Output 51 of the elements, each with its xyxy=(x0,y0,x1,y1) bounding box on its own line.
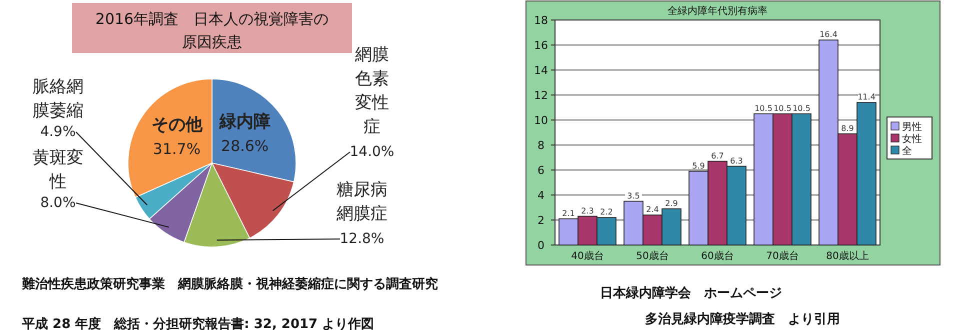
y-tick-label: 8 xyxy=(538,139,544,152)
data-label: 2.3 xyxy=(581,206,594,216)
slice-label: 黄斑変性 xyxy=(32,148,84,192)
data-label: 28.6% xyxy=(221,136,269,155)
slice-label: その他 xyxy=(151,115,204,136)
data-label: 5.9 xyxy=(692,161,705,170)
data-label: 16.4 xyxy=(820,30,838,39)
data-label: 11.4 xyxy=(858,92,876,102)
y-tick-label: 2 xyxy=(538,214,544,227)
data-label: 2.4 xyxy=(646,205,659,214)
data-label: 14.0% xyxy=(350,144,394,160)
legend-label: 女性 xyxy=(902,133,922,145)
data-label: 8.0% xyxy=(40,195,76,211)
slice-label: 糖尿病網膜症 xyxy=(336,180,388,224)
y-tick-label: 12 xyxy=(534,89,548,102)
x-tick-label: 50歳台 xyxy=(636,250,669,262)
legend-label: 全 xyxy=(902,145,912,157)
y-tick-label: 4 xyxy=(538,189,544,202)
slice-label: 網膜色素変性症 xyxy=(354,45,389,137)
slice-label: 緑内障 xyxy=(218,112,270,132)
text: 多治見緑内障疫学調査 より引用 xyxy=(645,311,840,327)
data-label: 31.7% xyxy=(152,140,201,158)
x-tick-label: 60歳台 xyxy=(701,250,734,262)
data-label: 2.1 xyxy=(562,208,575,218)
data-label: 10.5 xyxy=(792,104,810,113)
data-label: 10.5 xyxy=(774,104,792,113)
x-tick-label: 70歳台 xyxy=(766,250,799,262)
data-label: 2.9 xyxy=(665,198,678,208)
data-label: 6.3 xyxy=(730,156,743,166)
y-tick-label: 14 xyxy=(534,64,548,77)
y-tick-label: 0 xyxy=(538,239,544,252)
data-label: 3.5 xyxy=(627,191,640,200)
x-tick-label: 80歳以上 xyxy=(826,250,869,262)
data-label: 4.9% xyxy=(40,124,76,140)
data-label: 10.5 xyxy=(754,104,772,113)
slice-label: 脈絡網膜萎縮 xyxy=(32,77,84,121)
chart-title: 全緑内障年代別有病率 xyxy=(668,5,768,17)
text: 日本緑内障学会 ホームページ xyxy=(600,285,782,301)
text: 平成 28 年度 総括・分担研究報告書: 32, 2017 より作図 xyxy=(21,316,374,330)
x-tick-label: 40歳台 xyxy=(571,250,604,262)
chart-title: 2016年調査 日本人の視覚障害の原因疾患 xyxy=(95,10,329,51)
y-tick-label: 16 xyxy=(534,39,548,52)
text: 難治性疾患政策研究事業 網膜脈絡膜・視神経萎縮症に関する調査研究 xyxy=(21,276,438,292)
data-label: 12.8% xyxy=(340,231,384,247)
y-tick-label: 18 xyxy=(534,14,548,27)
data-label: 2.2 xyxy=(600,208,613,216)
data-label: 8.9 xyxy=(841,124,854,133)
y-tick-label: 10 xyxy=(534,114,548,127)
legend-label: 男性 xyxy=(902,121,922,133)
data-label: 6.7 xyxy=(711,151,724,160)
y-tick-label: 6 xyxy=(538,164,544,177)
